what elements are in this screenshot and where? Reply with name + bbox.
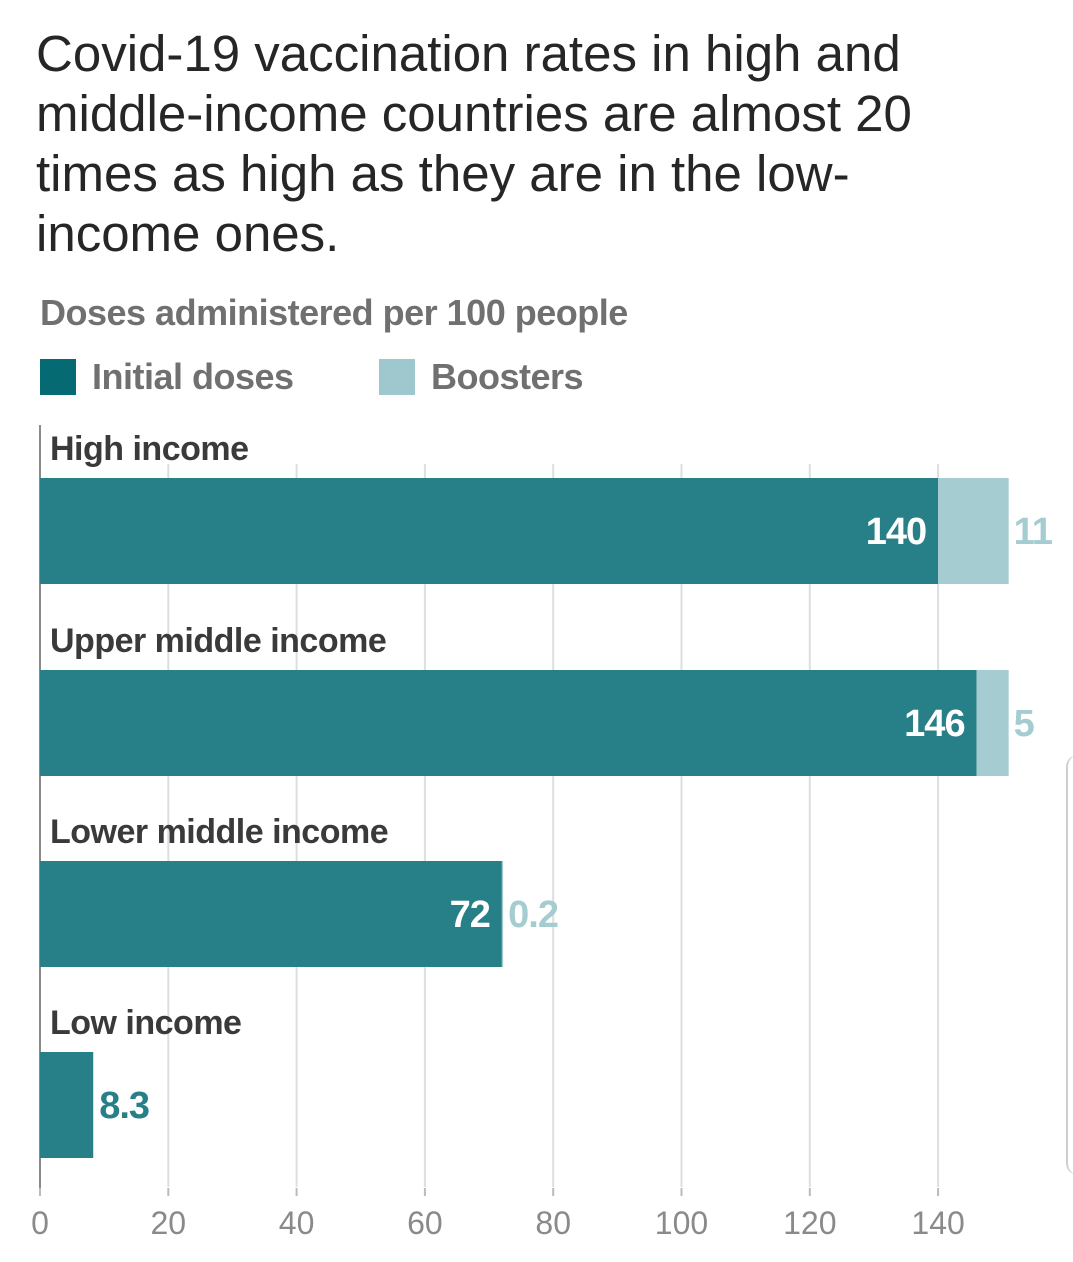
legend-swatch-boosters bbox=[379, 359, 415, 395]
legend-item-initial-doses: Initial doses bbox=[40, 354, 294, 400]
x-tick-label: 40 bbox=[279, 1205, 315, 1241]
data-label-boosters: 0.2 bbox=[508, 894, 558, 936]
category-label: Upper middle income bbox=[50, 622, 386, 660]
data-label-initial-doses: 72 bbox=[450, 894, 490, 936]
bar-initial-doses bbox=[40, 478, 939, 584]
bar-boosters bbox=[976, 670, 1009, 776]
legend-swatch-initial-doses bbox=[40, 359, 76, 395]
bar-boosters bbox=[501, 861, 504, 967]
x-tick-label: 60 bbox=[407, 1205, 443, 1241]
legend-item-boosters: Boosters bbox=[379, 354, 584, 400]
x-tick-label: 100 bbox=[655, 1205, 708, 1241]
bar-initial-doses bbox=[40, 670, 977, 776]
category-label: Lower middle income bbox=[50, 813, 388, 851]
legend-label-boosters: Boosters bbox=[431, 356, 584, 397]
x-tick-label: 140 bbox=[911, 1205, 964, 1241]
x-tick-label: 0 bbox=[31, 1205, 49, 1241]
chart-title: Covid-19 vaccination rates in high and m… bbox=[36, 25, 912, 262]
category-label: High income bbox=[50, 430, 249, 468]
bar-initial-doses bbox=[40, 1052, 94, 1158]
data-label-initial-doses: 8.3 bbox=[99, 1085, 149, 1127]
data-label-initial-doses: 146 bbox=[904, 703, 964, 745]
x-tick-label: 120 bbox=[783, 1205, 836, 1241]
x-tick-label: 80 bbox=[535, 1205, 571, 1241]
x-tick-label: 20 bbox=[151, 1205, 187, 1241]
data-label-boosters: 5 bbox=[1014, 703, 1035, 745]
bar-initial-doses bbox=[40, 861, 502, 967]
bar-boosters bbox=[938, 478, 1009, 584]
scroll-edge-handle[interactable] bbox=[1066, 755, 1073, 1175]
legend-label-initial-doses: Initial doses bbox=[92, 356, 294, 397]
chart-subtitle: Doses administered per 100 people bbox=[40, 292, 628, 333]
category-label: Low income bbox=[50, 1004, 241, 1042]
data-label-initial-doses: 140 bbox=[866, 511, 926, 553]
data-label-boosters: 11 bbox=[1014, 511, 1053, 553]
